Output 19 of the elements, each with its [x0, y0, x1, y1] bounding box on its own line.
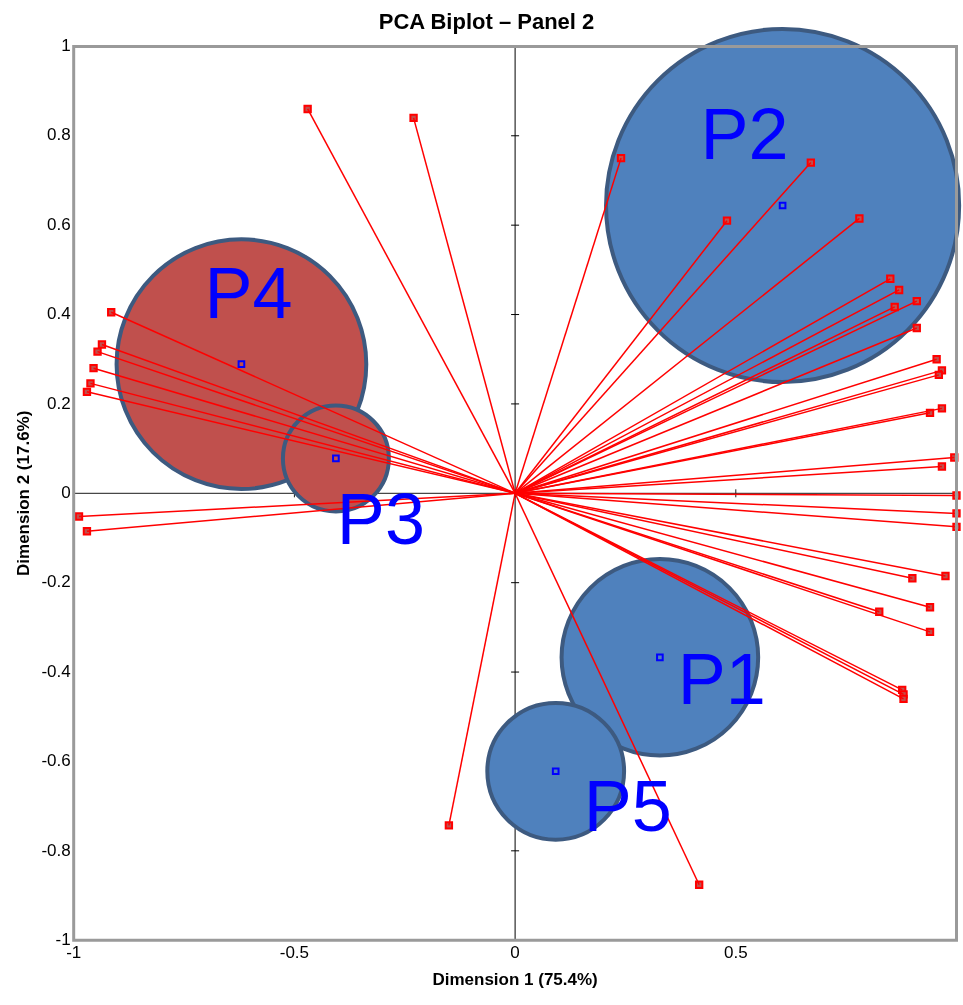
y-tick-label: -1 — [55, 929, 71, 949]
x-axis-title: Dimension 1 (75.4%) — [432, 970, 598, 990]
y-tick-label: 0 — [61, 482, 71, 502]
x-tick-label: 0.5 — [723, 943, 748, 963]
x-tick-label: -0.5 — [279, 943, 310, 963]
chart-title: PCA Biplot – Panel 2 — [378, 9, 595, 35]
y-tick-label: 0.8 — [47, 125, 71, 145]
annotation: P4 — [204, 253, 293, 334]
y-tick-label: 0.6 — [47, 214, 71, 234]
y-tick-label: 0.4 — [47, 304, 71, 324]
y-tick-label: -0.2 — [41, 572, 71, 592]
y-tick-label: 1 — [61, 36, 71, 56]
y-tick-label: -0.6 — [41, 751, 71, 771]
x-tick-label: 0 — [510, 943, 520, 963]
y-tick-label: -0.4 — [41, 661, 71, 681]
y-tick-label: -0.8 — [41, 840, 71, 860]
y-tick-label: 0.2 — [47, 393, 71, 413]
annotation: P2 — [700, 94, 789, 175]
y-axis-title: Dimension 2 (17.6%) — [13, 410, 33, 576]
